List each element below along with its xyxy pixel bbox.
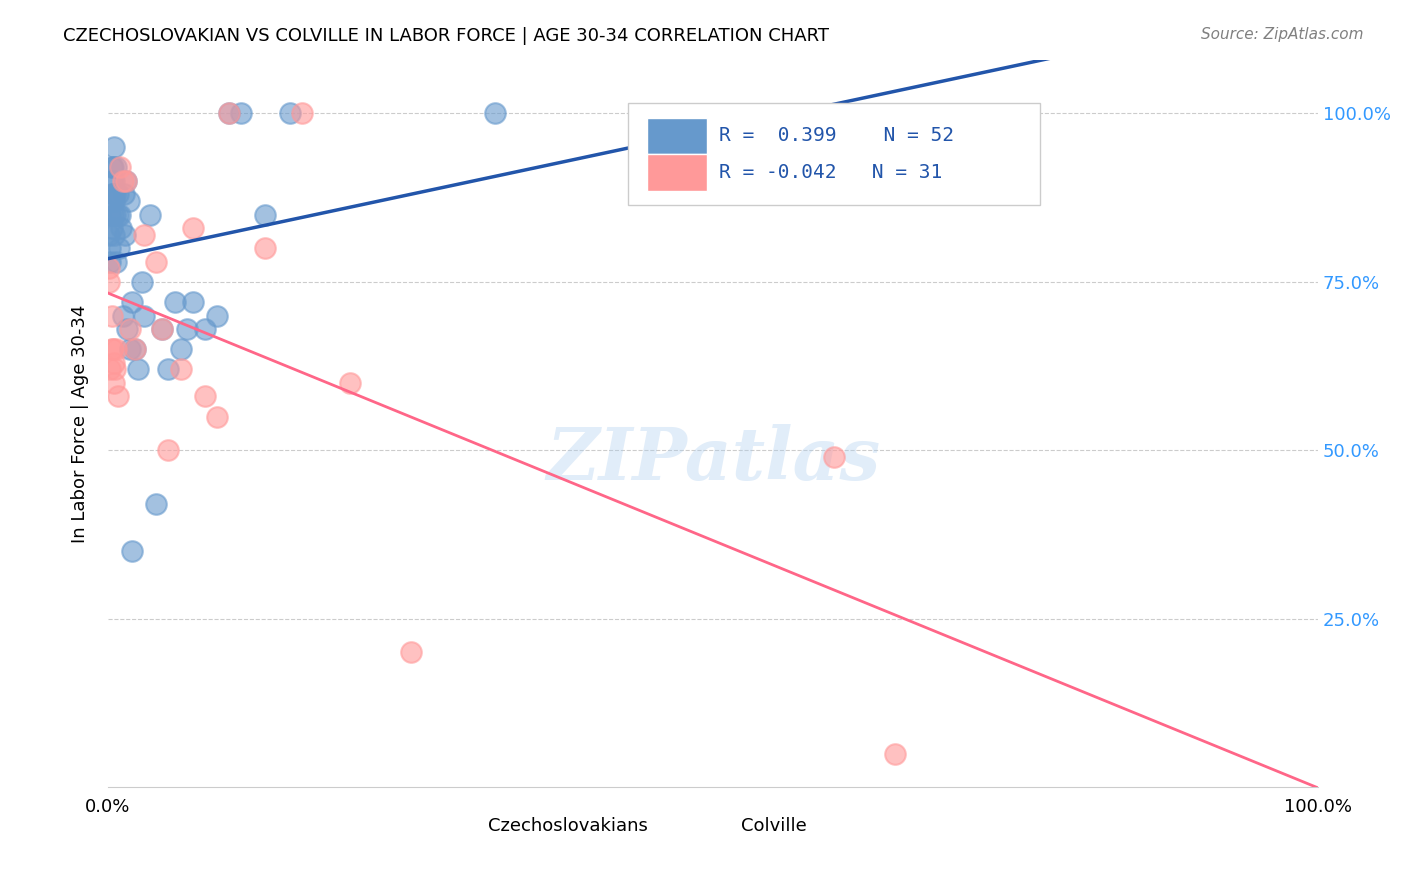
Point bbox=[139, 208, 162, 222]
Point bbox=[134, 309, 156, 323]
Point bbox=[105, 161, 128, 175]
Point bbox=[107, 208, 129, 222]
Point bbox=[152, 322, 174, 336]
Point bbox=[152, 322, 174, 336]
Point bbox=[114, 227, 136, 242]
FancyBboxPatch shape bbox=[479, 818, 523, 844]
Point bbox=[883, 747, 905, 761]
Point bbox=[100, 161, 122, 175]
Point bbox=[100, 362, 122, 376]
Point bbox=[104, 362, 127, 376]
Point bbox=[254, 241, 277, 255]
Text: Colville: Colville bbox=[741, 817, 807, 835]
Point bbox=[103, 227, 125, 242]
Point bbox=[218, 106, 240, 120]
Point bbox=[218, 106, 240, 120]
Point bbox=[169, 343, 191, 357]
FancyBboxPatch shape bbox=[647, 118, 707, 154]
Point bbox=[169, 362, 191, 376]
Point bbox=[101, 161, 124, 175]
FancyBboxPatch shape bbox=[628, 103, 1040, 205]
Point bbox=[163, 295, 186, 310]
Point bbox=[194, 322, 217, 336]
Point bbox=[278, 106, 301, 120]
Point bbox=[103, 140, 125, 154]
Point bbox=[101, 187, 124, 202]
Point bbox=[127, 362, 149, 376]
Point bbox=[100, 241, 122, 255]
Point bbox=[399, 645, 422, 659]
Point bbox=[104, 187, 127, 202]
Point bbox=[103, 174, 125, 188]
Point bbox=[124, 343, 146, 357]
Point bbox=[117, 322, 139, 336]
Point bbox=[110, 221, 132, 235]
Point bbox=[98, 261, 121, 276]
Point bbox=[105, 343, 128, 357]
Point bbox=[339, 376, 361, 390]
Point bbox=[108, 161, 131, 175]
Point bbox=[124, 343, 146, 357]
Point bbox=[111, 174, 134, 188]
Y-axis label: In Labor Force | Age 30-34: In Labor Force | Age 30-34 bbox=[72, 304, 89, 542]
FancyBboxPatch shape bbox=[647, 154, 707, 191]
Point bbox=[105, 254, 128, 268]
Point bbox=[111, 309, 134, 323]
Point bbox=[100, 221, 122, 235]
Point bbox=[121, 544, 143, 558]
Text: R = -0.042   N = 31: R = -0.042 N = 31 bbox=[718, 163, 942, 182]
Point bbox=[100, 254, 122, 268]
Point bbox=[145, 254, 167, 268]
Point bbox=[121, 295, 143, 310]
Point bbox=[205, 309, 228, 323]
Point bbox=[98, 227, 121, 242]
Point bbox=[194, 389, 217, 403]
Point bbox=[484, 106, 506, 120]
Point bbox=[118, 343, 141, 357]
Point bbox=[107, 389, 129, 403]
Point bbox=[254, 208, 277, 222]
Point bbox=[291, 106, 314, 120]
Point bbox=[112, 187, 135, 202]
Point bbox=[100, 187, 122, 202]
Point bbox=[108, 241, 131, 255]
Point bbox=[101, 343, 124, 357]
Point bbox=[131, 275, 153, 289]
Point bbox=[115, 174, 138, 188]
Point bbox=[100, 309, 122, 323]
Point bbox=[108, 208, 131, 222]
Point bbox=[101, 208, 124, 222]
Point bbox=[103, 376, 125, 390]
Point bbox=[98, 275, 121, 289]
Text: Czechoslovakians: Czechoslovakians bbox=[488, 817, 648, 835]
Text: CZECHOSLOVAKIAN VS COLVILLE IN LABOR FORCE | AGE 30-34 CORRELATION CHART: CZECHOSLOVAKIAN VS COLVILLE IN LABOR FOR… bbox=[63, 27, 830, 45]
Point bbox=[118, 322, 141, 336]
Text: R =  0.399    N = 52: R = 0.399 N = 52 bbox=[718, 127, 955, 145]
FancyBboxPatch shape bbox=[692, 818, 735, 844]
Point bbox=[205, 409, 228, 424]
Point bbox=[823, 450, 845, 464]
Point bbox=[100, 343, 122, 357]
Point bbox=[181, 295, 204, 310]
Point bbox=[100, 174, 122, 188]
Point bbox=[176, 322, 198, 336]
Point bbox=[103, 194, 125, 208]
Text: Source: ZipAtlas.com: Source: ZipAtlas.com bbox=[1201, 27, 1364, 42]
Point bbox=[103, 356, 125, 370]
Point bbox=[100, 208, 122, 222]
Point bbox=[115, 174, 138, 188]
Point bbox=[134, 227, 156, 242]
Text: ZIPatlas: ZIPatlas bbox=[546, 425, 880, 495]
Point bbox=[157, 443, 180, 458]
Point bbox=[229, 106, 252, 120]
Point bbox=[145, 497, 167, 511]
Point bbox=[157, 362, 180, 376]
Point bbox=[117, 194, 139, 208]
Point bbox=[104, 208, 127, 222]
Point bbox=[107, 187, 129, 202]
Point bbox=[181, 221, 204, 235]
